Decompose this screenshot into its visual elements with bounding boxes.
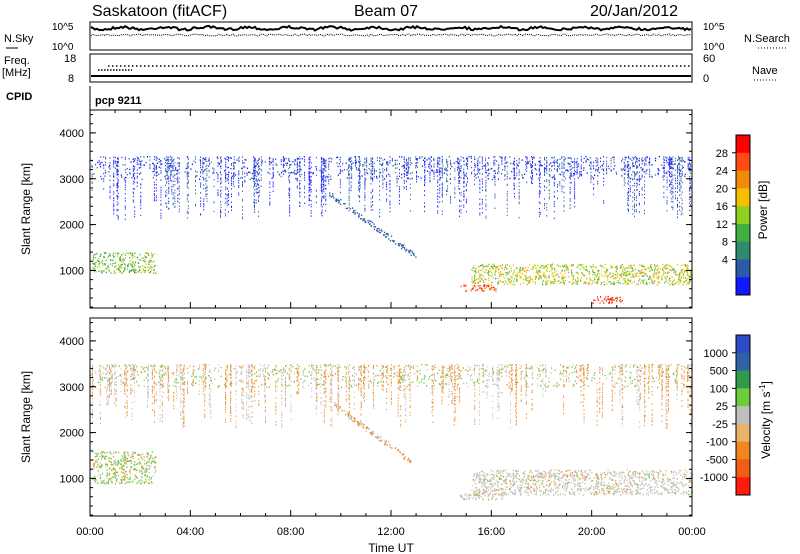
colorbar-swatch <box>736 335 750 354</box>
colorbar-swatch <box>736 406 750 425</box>
y-tick-label: 2000 <box>60 220 84 232</box>
colorbar-tick-label: 12 <box>716 219 728 231</box>
colorbar-swatch <box>736 135 750 154</box>
colorbar-tick-label: -100 <box>706 437 728 449</box>
noise-panel: N.Sky 10^5 10^0 10^5 10^0 N.Search <box>4 21 790 53</box>
colorbar-swatch <box>736 206 750 225</box>
y-tick-label: 1000 <box>60 265 84 277</box>
freq-right-tick-top: 60 <box>703 53 715 65</box>
colorbar-swatch <box>736 170 750 189</box>
x-tick-label: 16:00 <box>478 526 506 538</box>
power-ylabel: Slant Range [km] <box>19 163 33 255</box>
colorbar-swatch <box>736 259 750 278</box>
colorbar-swatch <box>736 223 750 243</box>
colorbar-tick-label: 8 <box>722 237 728 249</box>
mhz-label: [MHz] <box>2 67 31 79</box>
velocity-ylabel: Slant Range [km] <box>19 371 33 463</box>
x-tick-label: 04:00 <box>177 526 205 538</box>
colorbar-tick-label: 1000 <box>704 348 728 360</box>
nave-label: Nave <box>752 65 778 77</box>
nsky-label: N.Sky <box>4 33 34 45</box>
y-tick-label: 2000 <box>60 428 84 440</box>
colorbar-tick-label: -1000 <box>700 472 728 484</box>
power-colorbar-title: Power [dB] <box>756 181 770 240</box>
freq-left-tick-top: 18 <box>64 53 76 65</box>
colorbar-swatch <box>736 459 750 478</box>
colorbar-tick-label: 24 <box>716 166 728 178</box>
x-tick-label: 00:00 <box>678 526 706 538</box>
x-tick-label: 20:00 <box>578 526 606 538</box>
x-tick-label: 00:00 <box>76 526 104 538</box>
colorbar-tick-label: -25 <box>712 419 728 431</box>
colorbar-swatch <box>736 152 750 172</box>
x-tick-label: 12:00 <box>377 526 405 538</box>
colorbar-tick-label: -500 <box>706 454 728 466</box>
noise-right-tick-top: 10^5 <box>703 22 725 33</box>
freq-label: Freq. <box>4 55 30 67</box>
power-panel: 1000 2000 3000 4000 Slant Range [km] <box>19 109 693 309</box>
colorbar-tick-label: 28 <box>716 148 728 160</box>
colorbar-swatch <box>736 188 750 207</box>
velocity-colorbar-title: Velocity [m s-1] <box>758 381 773 459</box>
colorbar-tick-label: 20 <box>716 183 728 195</box>
velocity-colorbar: 1000 500 100 25 -25 -100 -500 -1000 <box>700 334 751 496</box>
y-tick-label: 3000 <box>60 174 84 186</box>
noise-right-tick-bottom: 10^0 <box>703 42 725 53</box>
velocity-panel: 1000 2000 3000 4000 Slant Range [km] <box>19 317 694 517</box>
y-tick-label: 1000 <box>60 473 84 485</box>
y-tick-label: 4000 <box>60 128 84 140</box>
x-axis-title: Time UT <box>368 541 414 554</box>
nsearch-trace <box>90 33 692 37</box>
colorbar-tick-label: 16 <box>716 201 728 213</box>
colorbar-swatch <box>736 277 750 296</box>
colorbar-swatch <box>736 352 750 372</box>
power-colorbar: 28 24 20 16 12 8 4 <box>716 134 751 296</box>
x-tick-label: 08:00 <box>277 526 305 538</box>
colorbar-tick-label: 100 <box>710 383 728 395</box>
colorbar-swatch <box>736 477 750 496</box>
nsky-trace <box>90 24 692 32</box>
colorbar-swatch <box>736 388 750 407</box>
noise-left-tick-bottom: 10^0 <box>52 42 74 53</box>
colorbar-swatch <box>736 370 750 389</box>
colorbar-swatch <box>736 441 750 460</box>
freq-left-tick-bottom: 8 <box>68 73 74 85</box>
nsearch-label: N.Search <box>744 33 790 45</box>
y-tick-label: 4000 <box>60 336 84 348</box>
noise-left-tick-top: 10^5 <box>52 22 74 33</box>
y-tick-label: 3000 <box>60 382 84 394</box>
cpid-label: CPID <box>6 91 32 103</box>
station-title: Saskatoon (fitACF) <box>92 3 227 20</box>
colorbar-tick-label: 25 <box>716 401 728 413</box>
colorbar-swatch <box>736 423 750 443</box>
colorbar-tick-label: 4 <box>722 254 728 266</box>
beam-title: Beam 07 <box>354 3 418 20</box>
colorbar-swatch <box>736 241 750 260</box>
date-title: 20/Jan/2012 <box>590 3 678 20</box>
freq-right-tick-bottom: 0 <box>703 73 709 85</box>
colorbar-tick-label: 500 <box>710 366 728 378</box>
freq-panel: Freq. [MHz] 18 8 60 0 Nave <box>2 53 778 85</box>
cpid-value: pcp 9211 <box>95 95 141 107</box>
